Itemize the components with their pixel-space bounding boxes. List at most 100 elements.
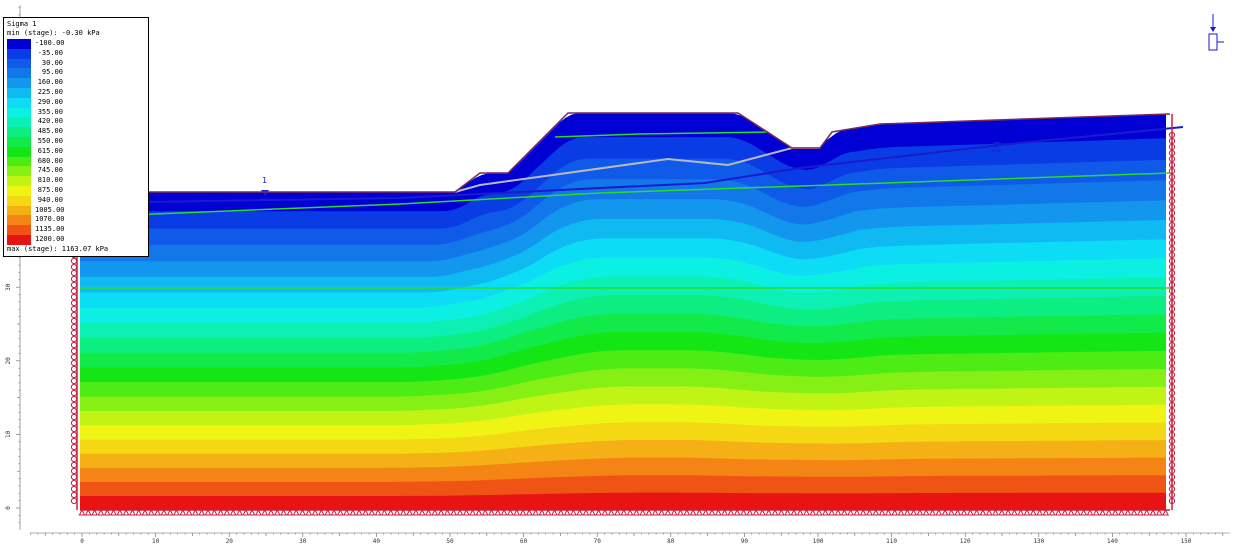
pin-support bbox=[752, 508, 760, 516]
x-tick-label: 60 bbox=[520, 538, 528, 545]
contour-band bbox=[80, 257, 1166, 324]
pin-support bbox=[821, 508, 829, 516]
x-tick-label: 20 bbox=[226, 538, 234, 545]
pin-support bbox=[135, 508, 143, 516]
pin-support bbox=[1004, 508, 1012, 516]
pin-support bbox=[1067, 508, 1075, 516]
pin-support bbox=[765, 508, 773, 516]
pin-support bbox=[929, 508, 936, 516]
pin-support bbox=[418, 508, 426, 516]
pin-support bbox=[1048, 508, 1056, 516]
pin-support bbox=[380, 508, 388, 516]
pin-support bbox=[261, 508, 269, 516]
pin-support bbox=[891, 508, 899, 516]
pin-support bbox=[305, 508, 313, 516]
legend-min: min (stage): -0.30 kPa bbox=[7, 29, 100, 37]
x-tick-label: 120 bbox=[960, 538, 971, 545]
pin-support bbox=[425, 508, 432, 516]
pin-support bbox=[229, 508, 237, 516]
x-tick-label: 50 bbox=[446, 538, 454, 545]
legend-swatch bbox=[7, 215, 31, 226]
pin-support bbox=[223, 508, 231, 516]
material-boundaries bbox=[79, 131, 1171, 289]
pin-support bbox=[985, 508, 993, 516]
pin-support bbox=[935, 508, 943, 516]
pin-support bbox=[1149, 508, 1157, 516]
legend-swatch bbox=[7, 127, 31, 138]
material-line-upper bbox=[554, 131, 769, 138]
pin-support bbox=[236, 508, 243, 516]
pin-support bbox=[1155, 508, 1163, 516]
roller-support bbox=[70, 473, 78, 481]
pin-support bbox=[651, 508, 659, 516]
roller-support bbox=[70, 293, 78, 301]
pin-support bbox=[1099, 508, 1107, 516]
roller-support bbox=[70, 413, 78, 421]
legend-value: 680.00 bbox=[37, 156, 63, 165]
pin-support bbox=[374, 508, 382, 516]
load-direction-icon[interactable] bbox=[1208, 14, 1224, 51]
pin-support bbox=[525, 508, 533, 516]
pin-support bbox=[147, 508, 155, 516]
legend-swatch bbox=[7, 136, 31, 147]
pin-support bbox=[267, 508, 275, 516]
pin-support bbox=[532, 508, 540, 516]
roller-support bbox=[70, 491, 78, 499]
pin-support bbox=[481, 508, 489, 516]
pin-support bbox=[336, 508, 344, 516]
roller-support bbox=[70, 311, 78, 319]
pin-support bbox=[614, 508, 621, 516]
pin-support bbox=[456, 508, 464, 516]
pin-support bbox=[777, 508, 785, 516]
pin-support bbox=[639, 508, 647, 516]
pin-support bbox=[784, 508, 792, 516]
contour-band bbox=[80, 179, 1166, 262]
legend-swatch bbox=[7, 48, 31, 59]
legend-swatch bbox=[7, 58, 31, 69]
pin-support bbox=[443, 508, 451, 516]
roller-support bbox=[70, 275, 78, 283]
pin-support bbox=[128, 508, 136, 516]
legend-title: Sigma 1 bbox=[7, 20, 37, 28]
pin-support bbox=[1111, 508, 1119, 516]
contour-band bbox=[80, 350, 1166, 398]
roller-support bbox=[70, 467, 78, 475]
pin-support bbox=[645, 508, 653, 516]
pin-support bbox=[254, 508, 262, 516]
contour-band bbox=[80, 276, 1166, 339]
pin-support bbox=[97, 508, 105, 516]
bottom-pin-supports bbox=[78, 508, 1170, 516]
pin-support bbox=[506, 508, 514, 516]
pin-support bbox=[626, 508, 634, 516]
pin-support bbox=[1118, 508, 1125, 516]
ground-surface bbox=[80, 112, 1171, 193]
pin-support bbox=[796, 508, 804, 516]
pin-support bbox=[116, 508, 124, 516]
contour-band bbox=[80, 475, 1166, 497]
pin-support bbox=[154, 508, 162, 516]
pin-support bbox=[311, 508, 319, 516]
pin-support bbox=[866, 508, 873, 516]
legend-value: 95.00 bbox=[41, 68, 63, 77]
pin-support bbox=[1086, 508, 1094, 516]
pin-support bbox=[469, 508, 477, 516]
contour-band bbox=[80, 238, 1166, 309]
pin-support bbox=[406, 508, 414, 516]
pin-support bbox=[620, 508, 628, 516]
pin-support bbox=[998, 508, 1006, 516]
legend-swatch bbox=[7, 107, 31, 118]
legend-swatch bbox=[7, 39, 31, 49]
pin-support bbox=[122, 508, 130, 516]
contour-band bbox=[80, 295, 1166, 354]
contour-band bbox=[80, 492, 1166, 510]
pin-support bbox=[1042, 508, 1050, 516]
legend-swatch bbox=[7, 78, 31, 89]
pin-support bbox=[557, 508, 565, 516]
legend-value: -35.00 bbox=[37, 48, 63, 57]
pin-support bbox=[204, 508, 212, 516]
roller-support bbox=[70, 485, 78, 493]
contour-legend[interactable]: Sigma 1 min (stage): -0.30 kPa -100.00 -3… bbox=[3, 17, 149, 257]
water-table-marker-right bbox=[993, 142, 1001, 148]
pin-support bbox=[286, 508, 294, 516]
